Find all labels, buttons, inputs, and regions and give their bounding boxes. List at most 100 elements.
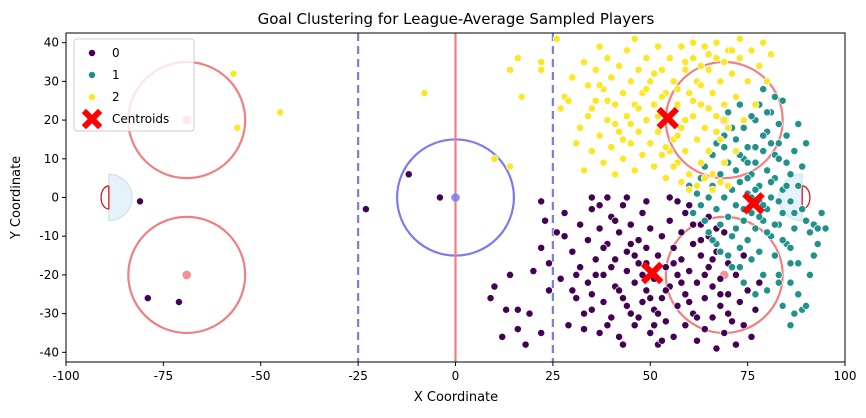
data-point-cluster-1 — [770, 220, 779, 229]
data-point-cluster-0 — [751, 305, 760, 314]
y-tick-label: 40 — [44, 36, 59, 50]
data-point-cluster-0 — [696, 251, 705, 260]
data-point-cluster-0 — [700, 294, 709, 303]
data-point-cluster-1 — [782, 131, 791, 140]
data-point-cluster-0 — [611, 216, 620, 225]
data-point-cluster-0 — [716, 301, 725, 310]
data-point-cluster-0 — [704, 263, 713, 272]
data-point-cluster-0 — [712, 344, 721, 353]
data-point-cluster-2 — [669, 162, 678, 171]
data-point-cluster-0 — [743, 286, 752, 295]
data-point-cluster-0 — [580, 309, 588, 318]
data-point-cluster-1 — [763, 228, 772, 237]
y-tick-label: -20 — [39, 268, 59, 282]
y-tick-label: 30 — [44, 74, 59, 88]
x-tick-label: 25 — [545, 369, 560, 383]
data-point-cluster-2 — [657, 92, 666, 101]
legend-marker-1 — [88, 71, 96, 79]
data-point-cluster-1 — [739, 123, 748, 132]
data-point-cluster-2 — [650, 100, 659, 109]
data-point-cluster-0 — [564, 321, 573, 330]
data-point-cluster-0 — [677, 228, 686, 237]
data-point-cluster-2 — [568, 73, 577, 82]
data-point-cluster-0 — [568, 247, 577, 256]
data-point-cluster-1 — [743, 236, 752, 245]
data-point-cluster-1 — [805, 228, 814, 237]
data-point-cluster-0 — [681, 321, 690, 330]
data-point-cluster-0 — [599, 270, 608, 279]
data-point-cluster-1 — [821, 224, 830, 233]
data-point-cluster-0 — [622, 247, 631, 256]
data-point-cluster-2 — [587, 104, 596, 113]
data-point-cluster-2 — [716, 77, 725, 86]
data-point-cluster-2 — [276, 108, 285, 117]
data-point-cluster-1 — [751, 185, 760, 194]
data-point-cluster-2 — [650, 162, 659, 171]
data-point-cluster-0 — [731, 340, 740, 349]
data-point-cluster-2 — [704, 65, 713, 74]
data-point-cluster-0 — [595, 329, 604, 337]
data-point-cluster-0 — [619, 201, 627, 210]
data-point-cluster-2 — [229, 69, 238, 78]
data-point-cluster-1 — [747, 255, 756, 264]
data-point-cluster-2 — [677, 123, 686, 132]
data-point-cluster-2 — [638, 150, 647, 159]
data-point-cluster-1 — [774, 270, 783, 279]
data-point-cluster-2 — [537, 58, 546, 66]
data-point-cluster-1 — [774, 278, 783, 287]
data-point-cluster-0 — [560, 232, 569, 241]
data-point-cluster-0 — [669, 259, 678, 268]
data-point-cluster-2 — [700, 42, 709, 51]
data-point-cluster-2 — [583, 112, 592, 121]
data-point-cluster-0 — [634, 313, 643, 322]
data-point-cluster-0 — [556, 274, 565, 283]
data-point-cluster-1 — [794, 290, 803, 299]
legend-label-Centroids: Centroids — [112, 112, 169, 126]
data-point-cluster-1 — [774, 120, 783, 128]
data-point-cluster-2 — [696, 158, 705, 167]
data-point-cluster-0 — [646, 224, 655, 233]
centroid-marker — [640, 261, 664, 285]
data-point-cluster-1 — [728, 263, 736, 272]
data-point-cluster-1 — [778, 301, 787, 310]
data-point-cluster-1 — [763, 286, 772, 295]
data-point-cluster-2 — [622, 112, 631, 121]
data-point-cluster-2 — [685, 89, 694, 97]
data-point-cluster-2 — [646, 139, 655, 148]
data-point-cluster-1 — [743, 174, 752, 183]
data-point-cluster-2 — [506, 65, 514, 74]
data-point-cluster-2 — [603, 116, 612, 125]
data-point-cluster-1 — [767, 193, 775, 202]
data-point-cluster-2 — [728, 46, 736, 55]
data-point-cluster-1 — [805, 270, 814, 279]
goal-crease — [108, 173, 133, 222]
data-point-cluster-1 — [767, 178, 775, 186]
data-point-cluster-0 — [580, 325, 588, 334]
data-point-cluster-0 — [669, 332, 678, 341]
data-point-cluster-2 — [420, 89, 429, 97]
data-point-cluster-2 — [622, 46, 631, 55]
points-layer — [136, 34, 830, 353]
data-point-cluster-0 — [689, 239, 698, 248]
data-point-cluster-1 — [813, 239, 822, 248]
data-point-cluster-2 — [767, 50, 775, 59]
data-point-cluster-0 — [143, 294, 152, 303]
data-point-cluster-1 — [704, 193, 713, 202]
data-point-cluster-1 — [759, 131, 768, 140]
data-point-cluster-2 — [669, 77, 678, 86]
data-point-cluster-1 — [759, 270, 768, 279]
data-point-cluster-2 — [583, 81, 592, 90]
data-point-cluster-2 — [673, 131, 682, 140]
data-point-cluster-1 — [735, 263, 744, 272]
data-point-cluster-2 — [696, 100, 705, 109]
data-point-cluster-2 — [619, 135, 627, 144]
data-point-cluster-1 — [724, 251, 733, 260]
data-point-cluster-2 — [634, 104, 643, 113]
data-point-cluster-2 — [642, 54, 651, 63]
data-point-cluster-2 — [576, 123, 585, 132]
data-point-cluster-2 — [681, 58, 690, 66]
legend-marker-0 — [88, 49, 96, 57]
data-point-cluster-2 — [634, 127, 643, 136]
data-point-cluster-1 — [739, 216, 748, 225]
data-point-cluster-2 — [677, 42, 686, 51]
